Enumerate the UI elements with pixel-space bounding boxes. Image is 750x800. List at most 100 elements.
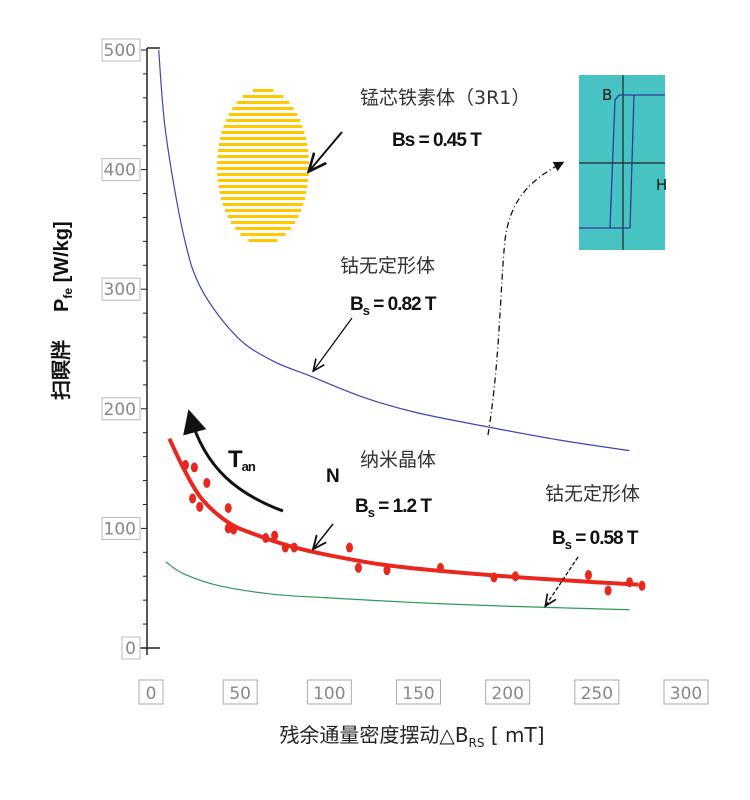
ellipse-stripe xyxy=(235,227,291,230)
x-tick-box xyxy=(574,679,620,705)
ellipse-stripe xyxy=(248,239,278,242)
ellipse-stripe xyxy=(220,137,306,140)
nanocrystal-label: 纳米晶体 xyxy=(360,449,436,471)
axes xyxy=(140,47,160,655)
n-label: N xyxy=(326,466,339,487)
hysteresis-inset: B H xyxy=(579,75,667,250)
co-amorphous-curve xyxy=(158,49,630,452)
ferrite-ellipse xyxy=(217,89,309,242)
data-point xyxy=(346,542,354,553)
data-point xyxy=(281,542,289,553)
x-tick-box xyxy=(222,679,258,705)
y-tick-box xyxy=(101,516,141,540)
data-point xyxy=(626,577,633,588)
y-tick-box xyxy=(101,158,141,182)
data-point xyxy=(490,572,498,583)
data-point xyxy=(203,477,211,488)
co-amorphous-label: 钴无定形体 xyxy=(340,255,435,277)
co-amorphous-arrow xyxy=(314,317,353,370)
x-tick-label: 100 xyxy=(313,684,345,704)
nanocrystal-arrow xyxy=(314,523,334,548)
ellipse-stripe xyxy=(217,149,309,152)
data-point xyxy=(190,462,198,473)
ellipse-stripe xyxy=(218,143,308,146)
ellipse-stripe xyxy=(240,233,286,236)
co-amorphous-2-arrow xyxy=(546,556,579,605)
y-tick-box xyxy=(101,38,141,62)
ellipse-stripe xyxy=(217,161,309,164)
ellipse-stripe xyxy=(227,215,299,218)
tan-label: Tan xyxy=(228,446,256,474)
y-tick-label: 500 xyxy=(104,41,136,61)
ellipse-stripe xyxy=(222,203,304,206)
x-tick-box xyxy=(138,679,164,705)
data-point xyxy=(436,562,444,573)
data-point xyxy=(230,524,238,535)
data-point xyxy=(638,580,646,591)
x-tick-label: 250 xyxy=(581,684,613,704)
ferrite-arrow xyxy=(310,131,343,170)
nanocrystal-bs: Bs = 1.2 T xyxy=(355,496,432,520)
ferrite-label: 锰芯铁素体（3R1） xyxy=(360,87,530,109)
ellipse-stripe xyxy=(232,107,294,110)
inset-pointer-arrow xyxy=(487,161,565,436)
data-point xyxy=(224,523,232,534)
x-tick-label: 200 xyxy=(491,684,523,704)
y-tick-label: 300 xyxy=(104,280,136,300)
ellipse-stripe xyxy=(217,179,309,182)
co-amorphous-bs: Bs = 0.82 T xyxy=(350,294,437,318)
x-tick-label: 0 xyxy=(146,684,157,704)
data-point xyxy=(189,493,197,504)
ellipse-stripe xyxy=(217,173,309,176)
hysteresis-loop xyxy=(579,94,665,229)
data-point xyxy=(262,532,270,543)
ellipse-stripe xyxy=(225,209,301,212)
x-tick-label: 50 xyxy=(229,684,251,704)
ferrite-bs: Bs = 0.45 T xyxy=(392,130,482,151)
data-point xyxy=(224,503,232,514)
co-amorphous-2-curve xyxy=(165,561,630,611)
ellipse-stripe xyxy=(218,185,308,188)
co-amorphous-2-label: 钴无定形体 xyxy=(545,483,640,505)
data-point xyxy=(584,570,592,581)
data-point xyxy=(290,542,298,553)
y-tick-label: 200 xyxy=(104,400,136,420)
svg-text:扫瞑牉Pfe [W/kg]: 扫瞑牉Pfe [W/kg] xyxy=(49,221,75,400)
y-tick-label: 400 xyxy=(104,161,136,181)
ellipse-stripe xyxy=(252,89,274,92)
y-tick-box xyxy=(101,397,141,421)
data-point xyxy=(383,565,391,576)
ellipse-stripe xyxy=(217,155,309,158)
x-tick-box xyxy=(396,679,441,705)
y-tick-label: 100 xyxy=(104,519,136,539)
ellipse-stripe xyxy=(217,167,309,170)
ellipse-stripe xyxy=(242,95,284,98)
y-tick-box xyxy=(121,636,141,660)
x-tick-box xyxy=(306,679,352,705)
ellipse-stripe xyxy=(221,131,305,134)
y-tick-label: 0 xyxy=(125,639,136,659)
data-point xyxy=(511,571,519,582)
data-point xyxy=(604,585,612,596)
x-tick-box xyxy=(485,679,531,705)
x-tick-label: 300 xyxy=(670,684,702,704)
ellipse-stripe xyxy=(230,221,296,224)
ellipse-stripe xyxy=(225,119,301,122)
data-point xyxy=(354,562,362,573)
ellipse-stripe xyxy=(228,113,298,116)
data-point xyxy=(181,460,189,471)
inset-b-label: B xyxy=(602,86,612,104)
ellipse-stripe xyxy=(223,125,303,128)
data-point xyxy=(196,501,204,512)
ellipse-stripe xyxy=(219,191,307,194)
inset-h-label: H xyxy=(656,176,667,194)
x-tick-box xyxy=(663,679,709,705)
data-point xyxy=(271,530,279,541)
ellipse-stripe xyxy=(236,101,290,104)
x-tick-label: 150 xyxy=(402,684,434,704)
y-axis-label: 扫瞑牉Pfe [W/kg] xyxy=(49,221,75,400)
tan-arrow xyxy=(183,409,284,513)
y-tick-box xyxy=(101,277,141,301)
ellipse-stripe xyxy=(221,197,305,200)
